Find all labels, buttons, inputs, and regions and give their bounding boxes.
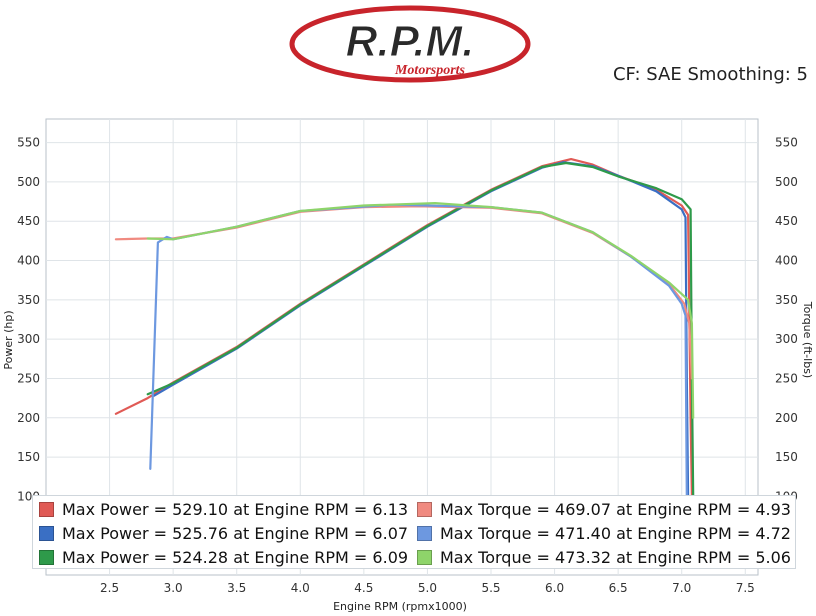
x-tick-label: 6.0 (545, 581, 564, 595)
legend-label: Max Torque = 471.40 at Engine RPM = 4.72 (440, 523, 791, 543)
x-tick-label: 6.5 (609, 581, 628, 595)
legend-swatch (39, 549, 54, 565)
logo-subtext: Motorsports (394, 63, 466, 78)
y-tick-label-left: 300 (17, 332, 40, 346)
power-series-line (146, 161, 695, 498)
y-tick-label-left: 550 (17, 136, 40, 150)
x-tick-label: 7.0 (672, 581, 691, 595)
y-tick-label-right: 250 (775, 371, 798, 385)
y-axis-title-left: Power (hp) (2, 310, 15, 369)
torque-series-line (146, 202, 695, 419)
legend-label: Max Torque = 469.07 at Engine RPM = 4.93 (440, 499, 791, 519)
y-tick-label-right: 300 (775, 332, 798, 346)
x-tick-label: 2.5 (100, 581, 119, 595)
y-tick-label-right: 150 (775, 450, 798, 464)
legend-label: Max Torque = 473.32 at Engine RPM = 5.06 (440, 547, 791, 567)
y-tick-label-right: 500 (775, 175, 798, 189)
x-tick-label: 5.5 (481, 581, 500, 595)
rpm-motorsports-logo: R.P.M. Motorsports (280, 2, 540, 86)
legend-item: Max Torque = 469.07 at Engine RPM = 4.93 (417, 498, 791, 520)
tick-labels: 2.5 3.0 3.5 4.0 4.5 5.0 5.5 6.0 6.5 7.0 7.51001502… (17, 136, 798, 595)
x-tick-label: 4.5 (354, 581, 373, 595)
y-tick-label-right: 200 (775, 411, 798, 425)
y-tick-label-right: 450 (775, 214, 798, 228)
y-tick-label-left: 150 (17, 450, 40, 464)
x-tick-label: 3.0 (164, 581, 183, 595)
x-tick-label: 4.0 (291, 581, 310, 595)
y-tick-label-left: 450 (17, 214, 40, 228)
y-tick-label-left: 250 (17, 371, 40, 385)
legend: Max Power = 529.10 at Engine RPM = 6.13 … (32, 495, 796, 569)
y-tick-label-left: 400 (17, 254, 40, 268)
legend-swatch (417, 501, 432, 517)
y-tick-label-right: 400 (775, 254, 798, 268)
correction-factor-text: CF: SAE Smoothing: 5 (612, 64, 808, 85)
x-tick-label: 3.5 (227, 581, 246, 595)
x-tick-label: 7.5 (736, 581, 755, 595)
legend-item: Max Power = 524.28 at Engine RPM = 6.09 (39, 546, 408, 568)
legend-swatch (417, 525, 432, 541)
legend-swatch (39, 525, 54, 541)
y-axis-title-right: Torque (ft-lbs) (801, 301, 814, 378)
y-tick-label-right: 550 (775, 136, 798, 150)
legend-item: Max Torque = 473.32 at Engine RPM = 5.06 (417, 546, 791, 568)
logo-text: R.P.M. (346, 17, 475, 66)
legend-label: Max Power = 524.28 at Engine RPM = 6.09 (62, 547, 409, 567)
legend-label: Max Power = 525.76 at Engine RPM = 6.07 (62, 523, 409, 543)
legend-swatch (39, 501, 54, 517)
x-tick-label: 5.0 (418, 581, 437, 595)
y-tick-label-left: 350 (17, 293, 40, 307)
y-tick-label-left: 500 (17, 175, 40, 189)
legend-swatch (417, 549, 432, 565)
logo-swoosh (289, 5, 531, 83)
legend-item: Max Power = 529.10 at Engine RPM = 6.13 (39, 498, 408, 520)
x-axis-title: Engine RPM (rpmx1000) (333, 600, 467, 613)
y-tick-label-right: 350 (775, 293, 798, 307)
legend-item: Max Torque = 471.40 at Engine RPM = 4.72 (417, 522, 791, 544)
legend-label: Max Power = 529.10 at Engine RPM = 6.13 (62, 499, 409, 519)
series-layer (114, 158, 695, 498)
legend-item: Max Power = 525.76 at Engine RPM = 6.07 (39, 522, 408, 544)
y-tick-label-left: 200 (17, 411, 40, 425)
